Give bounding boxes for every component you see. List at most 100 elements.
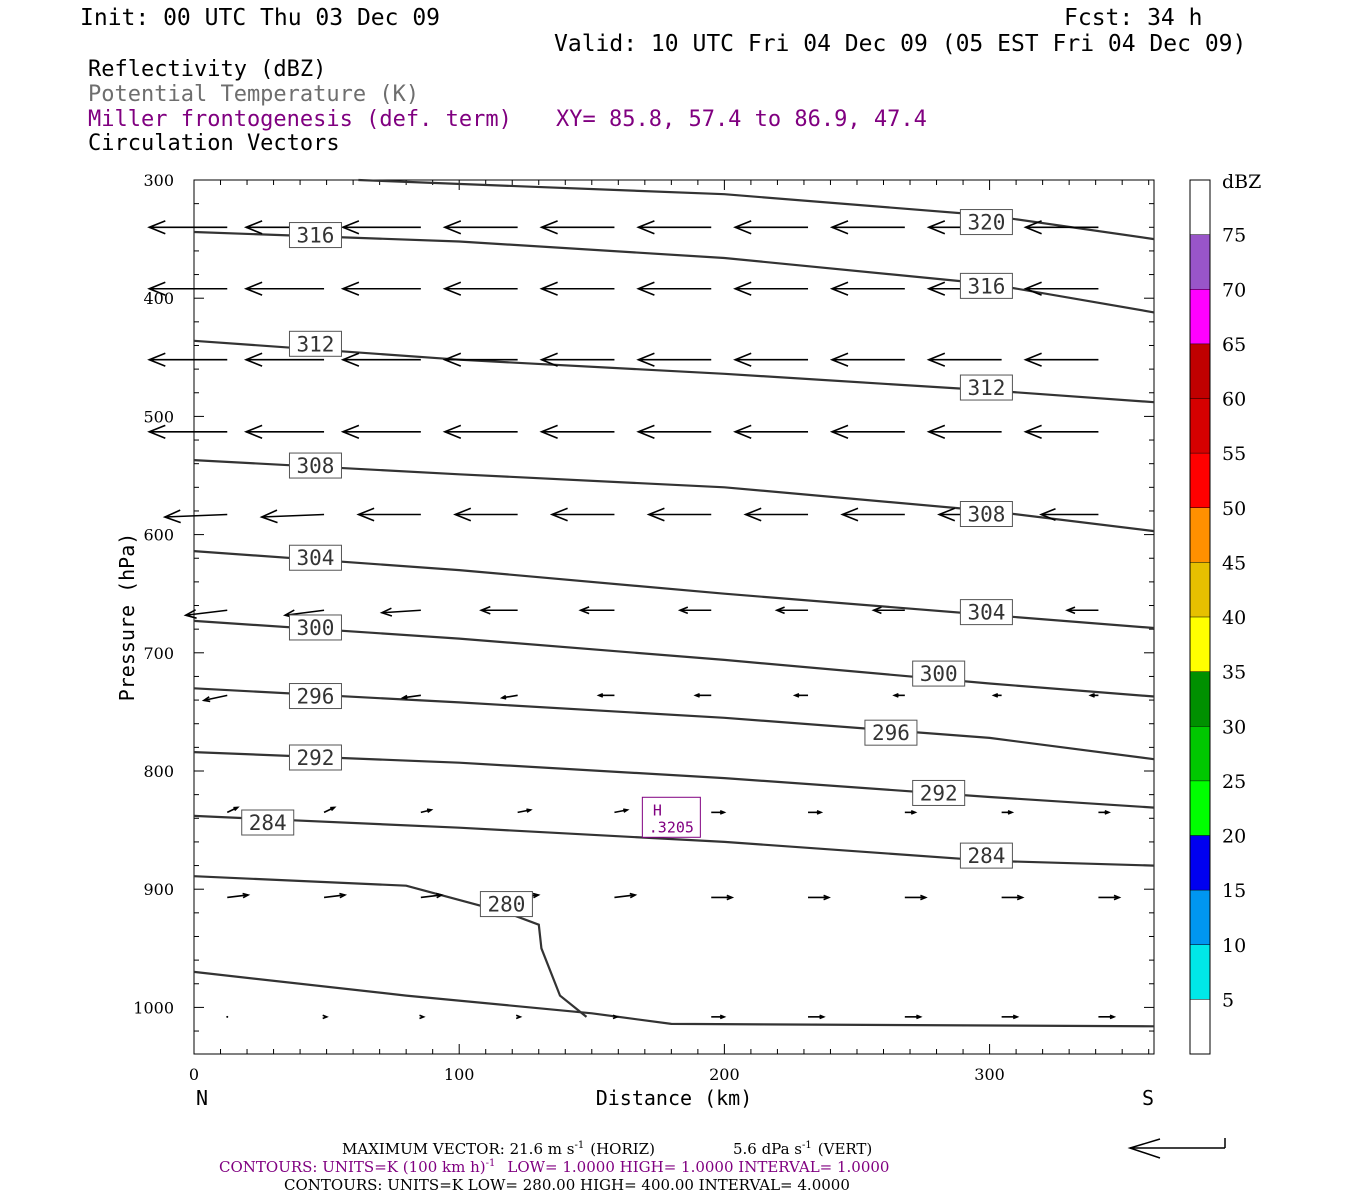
vector-head: [162, 509, 181, 524]
colorbar-level-label: 50: [1222, 498, 1246, 520]
contour-label-text: 304: [297, 546, 335, 570]
circulation-vector: [243, 352, 325, 367]
vector-head: [442, 281, 462, 296]
contour-label-280: 280: [479, 891, 533, 918]
vector-head: [419, 1014, 426, 1020]
theta-contour-296: [193, 687, 1155, 761]
circulation-vector: [904, 894, 928, 901]
vector-head: [937, 507, 956, 522]
y-tick-label: 800: [143, 762, 174, 781]
circulation-vector: [733, 220, 809, 235]
frontogenesis-max: H.3205: [641, 796, 701, 838]
vector-head: [340, 352, 360, 367]
circulation-vector: [356, 507, 421, 522]
vector-head: [733, 281, 752, 296]
circulation-vector: [479, 605, 518, 615]
contour-label-box: [959, 374, 1013, 401]
colorbar-segment: [1190, 234, 1210, 290]
vector-head: [636, 424, 655, 439]
vector-head: [1023, 281, 1042, 296]
circulation-vector: [420, 808, 434, 814]
contour-label-text: 316: [967, 274, 1005, 298]
colorbar-segment: [1190, 343, 1210, 399]
contour-label-text: 292: [297, 746, 335, 770]
circulation-vector: [1039, 508, 1099, 521]
valid-time: Valid: 10 UTC Fri 04 Dec 09 (05 EST Fri …: [554, 31, 1246, 57]
theta-contour-surface: [193, 970, 1155, 1028]
circulation-vector: [636, 424, 712, 439]
vector-head: [1039, 508, 1056, 521]
x-tick-label: 300: [974, 1065, 1005, 1084]
circulation-vector: [226, 806, 240, 814]
contour-label-text: 304: [967, 601, 1005, 625]
vector-head: [183, 609, 197, 619]
circulation-vector: [1088, 693, 1099, 698]
colorbar-segment: [1190, 944, 1210, 1000]
vector-head: [892, 693, 899, 698]
vector-head: [1088, 693, 1095, 698]
contour-label-312: 312: [288, 330, 342, 357]
vector-head: [612, 1014, 620, 1020]
contour-label-box: [288, 544, 342, 571]
circulation-vector: [499, 694, 518, 700]
vector-head: [1012, 1014, 1020, 1020]
contour-label-text: 300: [920, 662, 958, 686]
y-tick-label: 900: [143, 880, 174, 899]
circulation-vector: [323, 892, 348, 899]
vector-head: [499, 694, 507, 700]
section-endpoints: XY= 85.8, 57.4 to 86.9, 47.4: [556, 107, 927, 132]
circulation-vector: [904, 1014, 923, 1020]
vector-head: [726, 894, 735, 901]
contour-label-box: [912, 660, 966, 687]
contour-label-300: 300: [912, 660, 966, 687]
vector-head: [340, 220, 360, 235]
vector-head: [243, 281, 263, 296]
circulation-vector: [201, 694, 228, 703]
vector-head: [677, 606, 689, 615]
max-label-symbol: H: [653, 801, 662, 819]
vector-head: [442, 352, 462, 367]
theta-contour-312: [193, 339, 1155, 404]
colorbar-segment: [1190, 453, 1210, 508]
vector-shaft: [381, 609, 421, 614]
vector-head: [400, 694, 408, 700]
axis-ticks: [193, 179, 1154, 1054]
vector-head: [1113, 894, 1122, 901]
circulation-vector: [614, 808, 630, 814]
contour-label-text: 308: [967, 503, 1005, 527]
circulation-vector: [829, 281, 905, 296]
contour-label-text: 300: [297, 616, 335, 640]
circulation-vector: [442, 424, 518, 439]
vector-head: [243, 424, 263, 439]
vector-head: [147, 281, 166, 296]
circulation-vector: [840, 507, 905, 522]
circulation-vector: [693, 693, 712, 698]
contour-label-box: [479, 891, 533, 918]
theta-contour-292: [193, 751, 1155, 809]
contour-label-300: 300: [288, 614, 342, 641]
plot-area: 320 316 316 312 312 308 308 304 304 300 300 296 296 2…: [147, 178, 1155, 1055]
colorbar-level-label: 60: [1222, 389, 1246, 411]
vector-head: [549, 507, 568, 522]
circulation-vector: [711, 894, 735, 901]
contour-label-box: [288, 614, 342, 641]
x-tick-label: 200: [709, 1065, 740, 1084]
colorbar: dBZ 5 10 15 20 25 30 35 40 45 50 55 60 65 70 75: [1189, 171, 1261, 1055]
circulation-vector: [1023, 220, 1099, 235]
vector-head: [926, 220, 946, 235]
colorbar-segment: [1190, 671, 1210, 727]
theta-contour-308: [193, 459, 1155, 533]
y-tick-label: 1000: [133, 998, 174, 1017]
vector-head: [243, 220, 263, 235]
init-time: Init: 00 UTC Thu 03 Dec 09: [80, 5, 440, 31]
colorbar-segment: [1190, 890, 1210, 945]
circulation-vector: [322, 1014, 329, 1020]
circulation-vector: [227, 892, 251, 899]
circulation-vector: [1065, 606, 1099, 615]
circulation-vector: [323, 806, 337, 814]
vector-head: [201, 696, 211, 703]
circulation-vector: [792, 693, 809, 698]
vector-head: [242, 892, 251, 899]
contour-label-284: 284: [959, 842, 1013, 869]
circulation-vector: [517, 808, 533, 814]
